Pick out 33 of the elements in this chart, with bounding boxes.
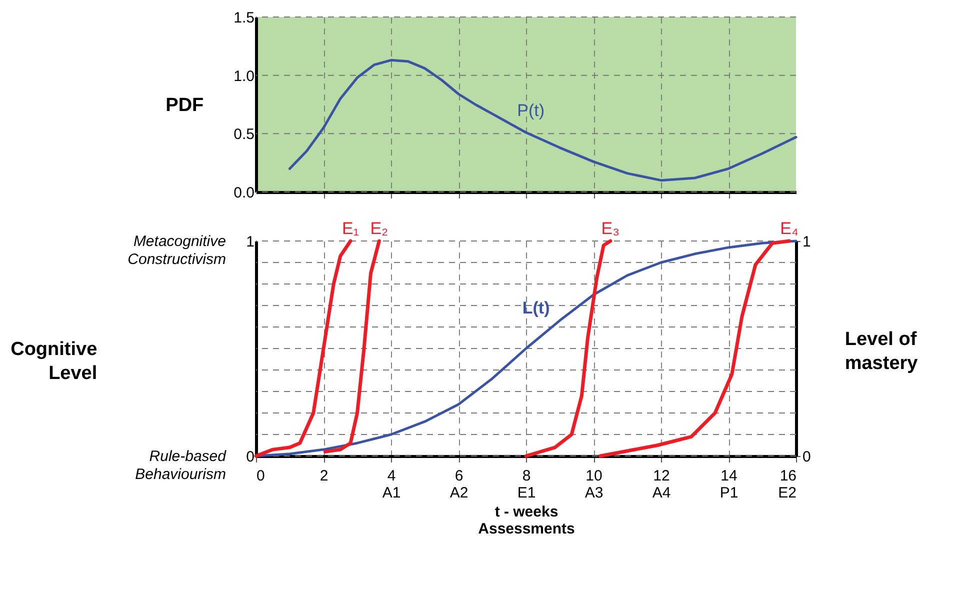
y-tick-label: 1.0 bbox=[234, 68, 254, 85]
x-tick-label: 6 A2 bbox=[450, 468, 468, 502]
series-label: E₃ bbox=[601, 219, 620, 238]
line-series bbox=[598, 239, 791, 458]
x-axis-title: t - weeks Assessments bbox=[478, 504, 575, 538]
line-series bbox=[323, 239, 381, 454]
y-tick-label: 0.0 bbox=[234, 184, 254, 202]
x-tick-label: 12 A4 bbox=[652, 468, 671, 502]
y-axis-title: PDF bbox=[166, 95, 204, 116]
x-tick-label: 4 A1 bbox=[382, 468, 401, 502]
x-tick-label: 10 A3 bbox=[584, 468, 604, 502]
text: Rule-based Behaviourism bbox=[135, 448, 227, 483]
x-tick-label: 8 E1 bbox=[517, 468, 536, 502]
x-tick-label: 16 E2 bbox=[778, 468, 796, 502]
series-label: E₁ bbox=[342, 219, 360, 238]
y2-axis-title: Level of mastery bbox=[844, 329, 918, 374]
y-tick-label: 1.5 bbox=[234, 10, 254, 26]
y2-tick-label: 0 bbox=[802, 448, 811, 466]
series-label: E₄ bbox=[780, 219, 798, 238]
line-series bbox=[288, 58, 798, 182]
y-tick-label: 1 bbox=[246, 234, 254, 250]
y2-tick-label: 1 bbox=[802, 234, 811, 250]
series-label: P(t) bbox=[517, 101, 545, 120]
x-tick-label: 0 bbox=[256, 468, 265, 484]
y-axis-title: Cognitive Level bbox=[10, 339, 98, 384]
series-label: L(t) bbox=[522, 298, 550, 318]
y-tick-label: 0 bbox=[246, 448, 254, 466]
line-series bbox=[524, 239, 612, 458]
text: Metacognitive Constructivism bbox=[128, 233, 226, 268]
series-label: E₂ bbox=[370, 219, 388, 238]
x-tick-label: 2 bbox=[320, 468, 328, 484]
y-tick-label: 0.5 bbox=[234, 126, 254, 144]
x-tick-label: 14 P1 bbox=[720, 468, 738, 502]
